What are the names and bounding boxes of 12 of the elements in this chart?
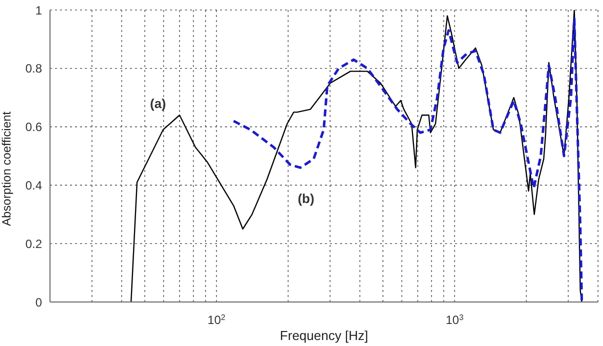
y-tick-label: 0.2 — [25, 236, 42, 251]
x-axis-title: Frequency [Hz] — [280, 328, 368, 343]
x-tick-label: 10$^{2}$ — [208, 312, 226, 327]
y-tick-label: 0.6 — [25, 120, 42, 134]
annotation: (a) — [150, 96, 166, 111]
y-tick-label: 0.8 — [25, 62, 42, 76]
y-tick-label: 1 — [35, 3, 42, 18]
y-tick-label: 0.4 — [25, 178, 42, 192]
y-axis-title: Absorption coefficient — [0, 110, 14, 226]
x-tick-label: 10$^{3}$ — [446, 312, 464, 327]
y-tick-label: 0 — [35, 295, 42, 310]
annotation: (b) — [298, 191, 314, 206]
